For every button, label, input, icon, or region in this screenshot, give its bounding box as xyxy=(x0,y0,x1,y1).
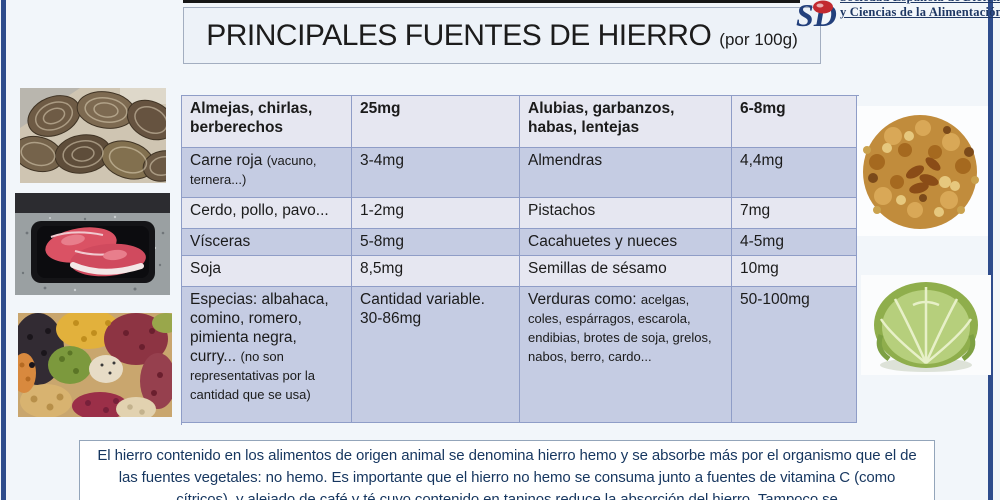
table-cell-food: Carne roja (vacuno, ternera...) xyxy=(182,148,352,198)
mixed-nuts-photo xyxy=(853,106,988,236)
table-cell-food: Pistachos xyxy=(520,198,732,229)
table-cell-value: Cantidad variable. 30-86mg xyxy=(352,287,520,423)
table-cell-value: 4-5mg xyxy=(732,229,857,256)
table-cell-food: Cacahuetes y nueces xyxy=(520,229,732,256)
table-cell-value: 10mg xyxy=(732,256,857,287)
footer-note-box: El hierro contenido en los alimentos de … xyxy=(79,440,935,500)
table-cell-value: 25mg xyxy=(352,96,520,148)
table-cell-food: Semillas de sésamo xyxy=(520,256,732,287)
table-cell-food: Almejas, chirlas, berberechos xyxy=(182,96,352,148)
raw-red-meat-photo xyxy=(15,193,170,295)
table-cell-food: Alubias, garbanzos, habas, lentejas xyxy=(520,96,732,148)
page-title: PRINCIPALES FUENTES DE HIERRO xyxy=(206,18,712,52)
title-box: PRINCIPALES FUENTES DE HIERRO (por 100g) xyxy=(183,7,821,64)
table-cell-value: 3-4mg xyxy=(352,148,520,198)
table-cell-food: Vísceras xyxy=(182,229,352,256)
left-border-bar xyxy=(1,0,6,500)
table-cell-value: 7mg xyxy=(732,198,857,229)
table-cell-food: Especias: albahaca, comino, romero, pimi… xyxy=(182,287,352,423)
table-cell-value: 8,5mg xyxy=(352,256,520,287)
table-cell-food: Almendras xyxy=(520,148,732,198)
iron-sources-table: Almejas, chirlas, berberechos 25mg Alubi… xyxy=(181,95,859,425)
right-border-bar xyxy=(988,0,993,500)
footer-note-text: El hierro contenido en los alimentos de … xyxy=(97,447,917,500)
table-cell-food: Cerdo, pollo, pavo... xyxy=(182,198,352,229)
table-cell-value: 4,4mg xyxy=(732,148,857,198)
top-rule xyxy=(183,0,800,3)
sed-monogram-icon: SD xyxy=(796,0,837,32)
table-cell-food: Soja xyxy=(182,256,352,287)
clams-photo xyxy=(20,88,166,183)
table-cell-value: 1-2mg xyxy=(352,198,520,229)
cabbage-photo xyxy=(861,275,991,375)
organization-name-line2: y Ciencias de la Alimentación xyxy=(840,5,1000,19)
table-cell-value: 6-8mg xyxy=(732,96,857,148)
table-cell-value: 5-8mg xyxy=(352,229,520,256)
mixed-legumes-photo xyxy=(18,313,172,417)
organization-logo: SD Sociedad Española de Dietética y Cien… xyxy=(796,0,1000,40)
table-cell-food: Verduras como: acelgas, coles, espárrago… xyxy=(520,287,732,423)
table-cell-value: 50-100mg xyxy=(732,287,857,423)
organization-name-line1: Sociedad Española de Dietética xyxy=(840,0,1000,5)
page-title-suffix: (por 100g) xyxy=(719,29,798,49)
